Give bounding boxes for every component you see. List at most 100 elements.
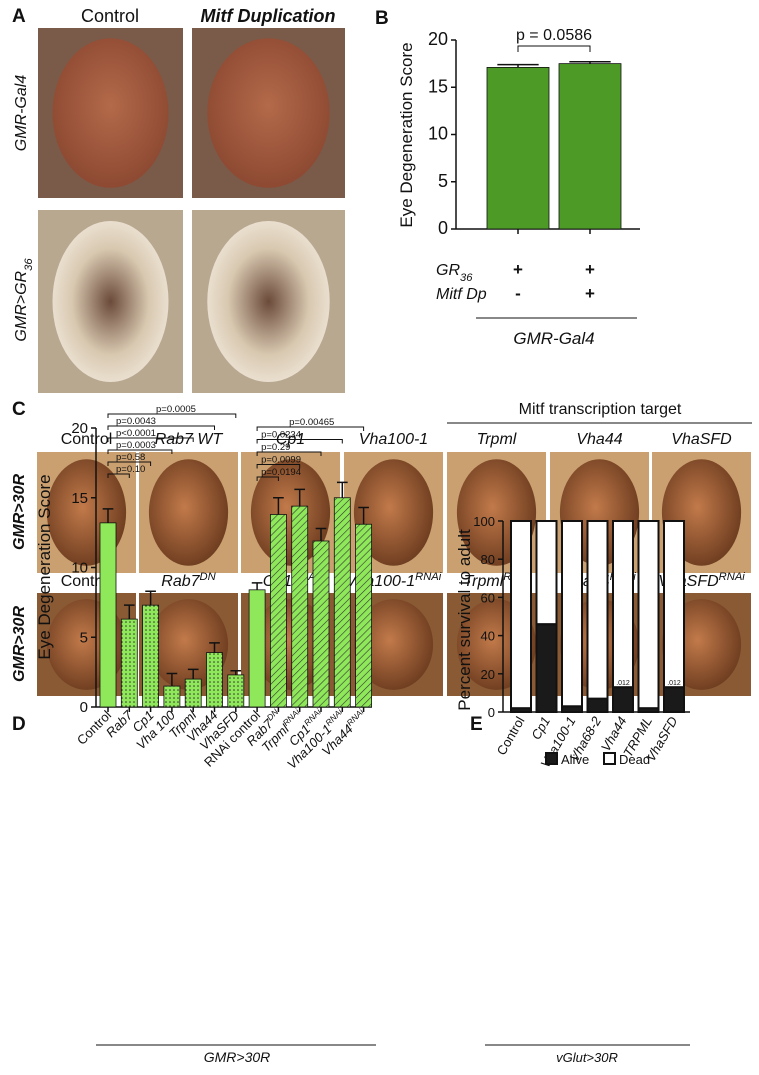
condition-mark: + [585,260,595,279]
bar-segment [586,697,609,714]
y-tick-label: 80 [481,552,495,567]
bar [227,674,245,708]
y-axis-label: Eye Degeneration Score [35,474,54,659]
legend-label: Dead [619,752,650,767]
bar [184,678,202,708]
photo-label-main: Control [61,573,113,590]
error-bar [273,497,284,515]
significance-bracket [256,426,365,431]
panel-letter: A [12,6,26,27]
y-tick-label: 10 [428,124,448,144]
bar-segment [535,520,558,626]
bar [333,497,351,708]
y-tick-label: 15 [71,490,88,507]
significance-bracket [256,451,322,456]
photo-label: VhaSFD [671,431,732,448]
eye [52,38,169,188]
bar-segment [637,520,660,710]
row-label-main: GMR>GR [13,270,30,341]
bar-segment [535,623,558,714]
photo-label: Vha44 [576,431,622,448]
condition-label: Mitf Dp [436,286,487,303]
error-bar [358,506,369,525]
bar [312,540,330,708]
photo-label-sup: RNAi [415,571,442,583]
y-tick-label: 20 [481,667,495,682]
photo-label-sup: RNAi [719,571,746,583]
photo-label: Control [61,573,113,590]
y-tick-label: 100 [473,514,495,529]
comparison-label: p=0.10 [116,464,145,475]
comparison-label: p=0.29 [261,442,290,453]
bar [558,63,622,230]
eye [207,220,330,383]
y-axis-label: Eye Degeneration Score [397,42,416,227]
bar-segment [612,686,634,713]
y-axis-label: Percent survival to adult [455,529,474,711]
photo-label: Trpml [477,431,517,448]
row-label: GMR>30R [11,606,28,682]
bar [269,514,287,708]
row-label-sub: 36 [23,258,35,271]
y-tick-label: 10 [71,560,88,577]
error-bar [251,582,263,590]
significance-bracket [107,449,173,454]
x-tick-label: Cp1 [528,714,553,742]
photo-label-main: VhaSFD [671,431,732,448]
bar [248,589,266,708]
comparison-label: p=0.0005 [156,404,196,415]
photo-label-main: Rab7 [161,573,200,590]
bar-segment [510,520,532,710]
row-label-main: GMR-Gal4 [13,75,30,152]
x-axis-label: vGlut>30R [556,1050,618,1065]
panel-letter: E [470,714,483,735]
condition-label-main: GR [436,262,460,279]
bar [355,523,373,708]
error-bar [123,604,135,620]
bar-segment [663,686,685,713]
error-bar [145,590,156,606]
comparison-label: p<0.0001 [116,428,156,439]
photo-label-main: Vha100-1 [359,431,428,448]
photo-label: Vha100-1 [359,431,428,448]
eye [353,459,434,566]
error-bar [187,668,199,680]
condition-label: GR36 [436,262,473,284]
eye [353,599,434,690]
y-tick-label: 40 [481,629,495,644]
significance-bracket [256,476,279,481]
bar [206,652,223,708]
photo-label-main: Control [61,431,113,448]
bar-segment [663,520,685,689]
panel-letter: D [12,714,26,735]
comparison-label: p=0.0003 [116,440,156,451]
condition-label-sub: 36 [460,272,473,284]
comparison-label: p=0.0234 [261,430,301,441]
comparison-label: p=0.58 [116,452,145,463]
y-tick-label: 60 [481,590,495,605]
bar [291,505,309,708]
photo-label-main: Trpml [464,573,504,590]
eye [52,220,169,383]
column-label: Control [81,6,139,26]
bar [120,618,138,708]
legend-swatch [545,752,558,765]
eye [207,38,330,188]
significance-bracket [256,464,301,469]
condition-mark: + [585,284,595,303]
y-tick-label: 15 [428,76,448,96]
y-tick-label: 0 [80,699,88,716]
significance-bracket [107,461,152,466]
photo-label: Rab7DN [161,571,216,590]
group-label: Mitf transcription target [519,401,682,418]
photo-label: Rab7 WT [155,431,224,448]
error-bar [230,669,242,675]
error-bar [569,60,611,64]
photo-label: Control [61,431,113,448]
bar-segment [561,520,583,708]
error-bar [336,481,348,498]
y-tick-label: 5 [438,171,448,191]
panel-letter: C [12,399,26,420]
panel-letter: B [375,8,389,29]
photo-label-main: Vha44 [576,431,622,448]
